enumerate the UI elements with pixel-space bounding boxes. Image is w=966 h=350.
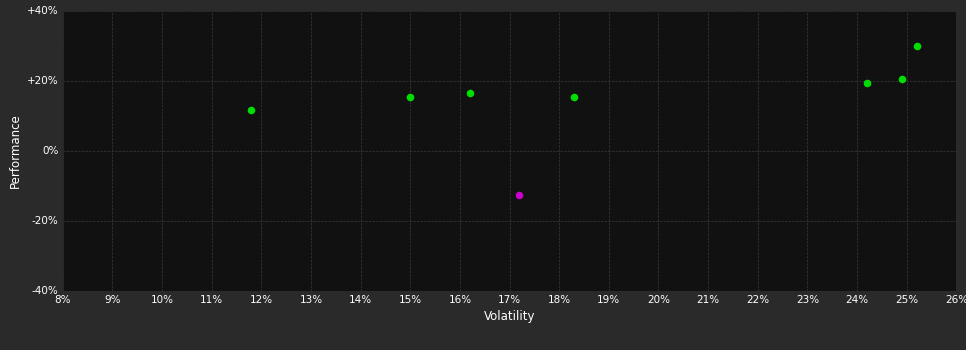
Point: [860, 80, 875, 86]
Point: [894, 77, 909, 82]
Y-axis label: Performance: Performance: [9, 113, 21, 188]
Point: [909, 43, 924, 48]
Point: [462, 91, 477, 96]
Point: [512, 192, 527, 198]
Point: [243, 107, 259, 113]
X-axis label: Volatility: Volatility: [484, 310, 535, 323]
Point: [403, 94, 418, 100]
Point: [566, 94, 582, 100]
